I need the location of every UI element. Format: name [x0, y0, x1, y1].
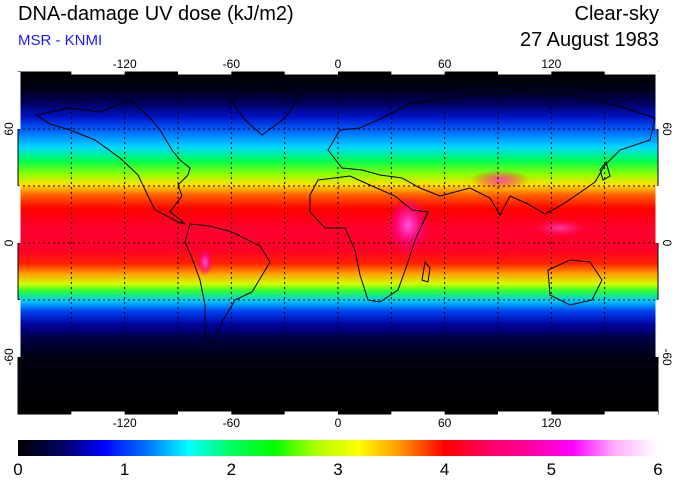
- colorbar-tick: 5: [547, 460, 556, 479]
- lat-label-right: 60: [660, 122, 674, 136]
- coastline-south-america: [184, 223, 271, 347]
- hotspot-east-africa: [386, 195, 430, 255]
- lat-label-left: 0: [2, 239, 16, 246]
- hotspot-maritime: [530, 218, 590, 238]
- coastline-greenland: [231, 87, 301, 136]
- lat-label-right: -60: [660, 348, 674, 366]
- colorbar-labels: 0 1 2 3 4 5 6: [13, 460, 662, 479]
- coastline-australia: [547, 259, 603, 306]
- coastlines: [34, 87, 656, 347]
- lon-label-top: -120: [113, 57, 137, 71]
- lon-label-top: 60: [438, 57, 452, 71]
- colorbar: [18, 440, 658, 456]
- lon-label-top: -60: [223, 57, 241, 71]
- tick-marks: [17, 71, 659, 415]
- lon-label-top: 0: [335, 57, 342, 71]
- coastline-north-america: [34, 99, 191, 225]
- lat-label-left: 60: [2, 122, 16, 136]
- lon-labels-top: -120 -60 0 60 120: [113, 57, 562, 71]
- lon-label-bottom: -60: [223, 416, 241, 430]
- colorbar-tick: 3: [333, 460, 342, 479]
- hotspot-andes: [197, 248, 213, 276]
- lat-label-left: -60: [2, 348, 16, 366]
- lat-labels-left: 60 0 -60: [2, 122, 16, 366]
- colorbar-tick: 0: [13, 460, 22, 479]
- colorbar-tick: 1: [120, 460, 129, 479]
- lon-labels-bottom: -120 -60 0 60 120: [113, 416, 562, 430]
- lon-label-bottom: 60: [438, 416, 452, 430]
- colorbar-tick: 4: [440, 460, 449, 479]
- coastline-japan: [599, 160, 611, 181]
- map-date: 27 August 1983: [519, 29, 659, 51]
- lon-label-bottom: -120: [113, 416, 137, 430]
- map-title: DNA-damage UV dose (kJ/m2): [18, 3, 294, 25]
- hotspot-tibet: [470, 170, 530, 190]
- sky-condition: Clear-sky: [574, 3, 659, 25]
- coastline-madagascar: [421, 260, 431, 283]
- lat-label-right: 0: [660, 240, 674, 247]
- colorbar-tick: 6: [653, 460, 662, 479]
- lat-labels-right: 60 0 -60: [660, 122, 674, 366]
- coastline-africa: [309, 175, 429, 303]
- lon-label-bottom: 0: [335, 416, 342, 430]
- colorbar-ramp: [18, 440, 658, 456]
- lon-label-bottom: 120: [541, 416, 561, 430]
- colorbar-tick: 2: [227, 460, 236, 479]
- map-source: MSR - KNMI: [18, 32, 103, 49]
- lon-label-top: 120: [541, 57, 561, 71]
- coastline-eurasia: [327, 91, 656, 217]
- graticule: [18, 72, 658, 414]
